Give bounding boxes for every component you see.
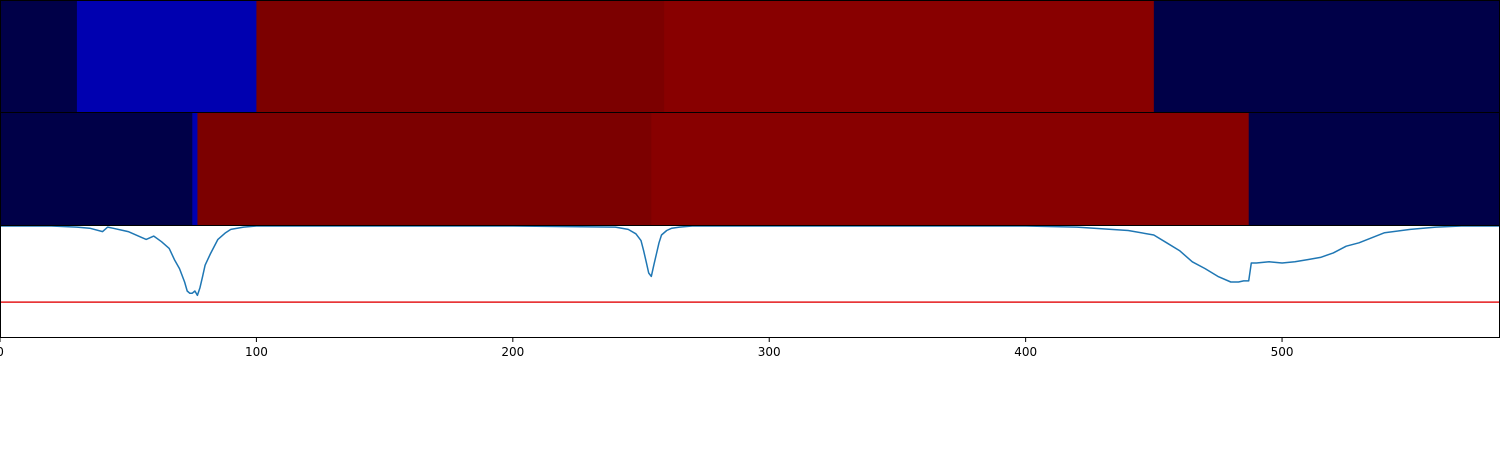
x-tick-label: 300 [758, 345, 781, 359]
x-axis: 0 100 200 300 400 500 [0, 338, 1294, 359]
x-tick-label: 0 [0, 345, 4, 359]
x-tick-label: 500 [1271, 345, 1294, 359]
signal-line [0, 225, 1500, 297]
heatmap-middle-segment [192, 113, 198, 226]
heatmap-top-segment [1153, 0, 1500, 112]
heatmap-top-segment [256, 0, 665, 112]
heatmap-middle-segment [197, 113, 652, 226]
x-tick-label: 100 [245, 345, 268, 359]
x-tick-label: 200 [501, 345, 524, 359]
line-panel-background [0, 226, 1500, 338]
heatmap-middle-segment [1248, 113, 1500, 226]
heatmap-top-segment [664, 0, 1155, 112]
heatmap-top-segment [0, 0, 78, 112]
line-panel [0, 225, 1500, 338]
heatmap-top [0, 0, 1500, 112]
x-tick-label: 400 [1014, 345, 1037, 359]
heatmap-middle-segment [0, 113, 193, 226]
heatmap-middle-segment [651, 113, 1250, 226]
heatmap-top-segment [76, 0, 257, 112]
heatmap-middle [0, 113, 1500, 226]
